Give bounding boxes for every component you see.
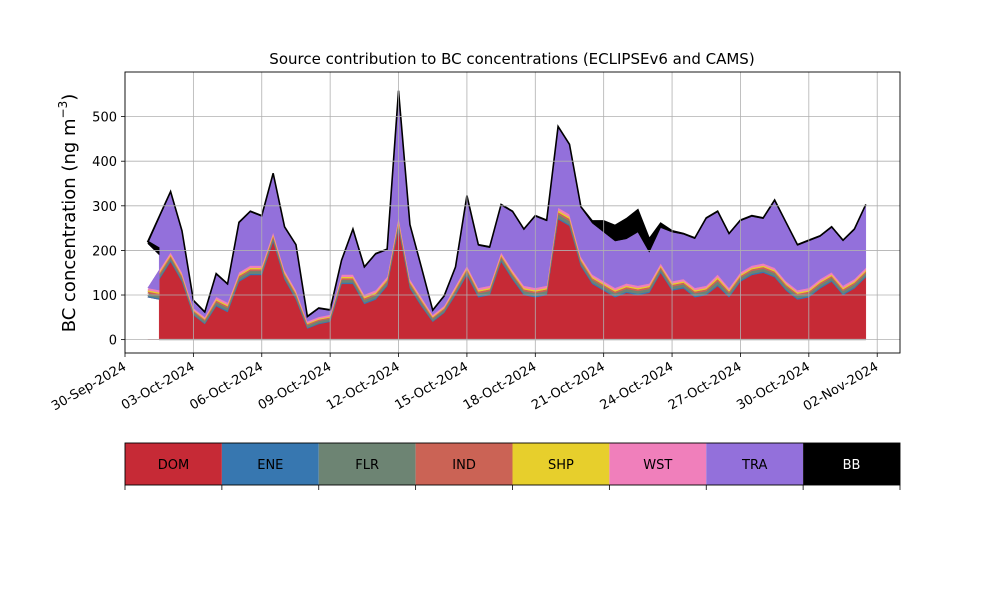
legend-label-dom: DOM bbox=[158, 458, 189, 473]
legend-label-shp: SHP bbox=[548, 458, 574, 473]
y-tick-label: 0 bbox=[109, 334, 117, 349]
legend-colorbar: DOM ENE FLR IND SHP WST TRA BB bbox=[124, 442, 901, 490]
legend-swatch-ene bbox=[221, 443, 319, 485]
plot-frame bbox=[124, 71, 901, 354]
y-axis-label-main: BC concentration (ng m bbox=[59, 118, 80, 332]
legend-swatch-bb bbox=[803, 443, 900, 485]
y-axis-label: BC concentration (ng m−3) bbox=[56, 94, 80, 333]
legend-frame bbox=[124, 442, 901, 486]
y-tick-label: 500 bbox=[92, 111, 117, 126]
total-line bbox=[146, 90, 867, 318]
legend-swatch-flr bbox=[318, 443, 416, 485]
y-axis-label-close: ) bbox=[59, 94, 80, 101]
y-axis-label-exponent: −3 bbox=[56, 101, 70, 119]
legend-label-tra: TRA bbox=[741, 458, 767, 473]
legend-swatch-shp bbox=[512, 443, 610, 485]
legend-swatch-tra bbox=[706, 443, 804, 485]
y-tick-label: 100 bbox=[92, 289, 117, 304]
legend-swatch-dom bbox=[125, 443, 222, 485]
y-tick-label: 400 bbox=[92, 155, 117, 170]
legend-swatch-ind bbox=[415, 443, 513, 485]
legend-label-ind: IND bbox=[452, 458, 476, 473]
y-tick-label: 200 bbox=[92, 244, 117, 259]
y-tick-label: 300 bbox=[92, 200, 117, 215]
legend-label-wst: WST bbox=[643, 458, 672, 473]
chart-title: Source contribution to BC concentrations… bbox=[269, 50, 754, 68]
legend-label-flr: FLR bbox=[355, 458, 379, 473]
legend-swatch-wst bbox=[609, 443, 707, 485]
legend-label-ene: ENE bbox=[257, 458, 283, 473]
legend-label-bb: BB bbox=[843, 458, 861, 473]
